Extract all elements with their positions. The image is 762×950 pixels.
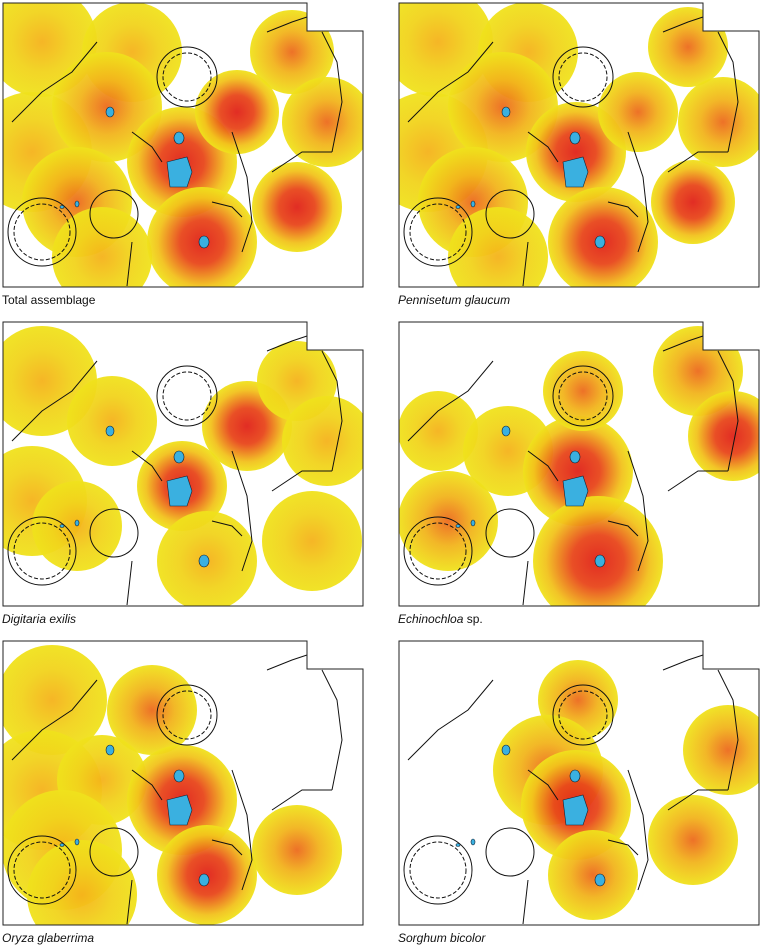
frame xyxy=(398,2,760,288)
heat-blob xyxy=(399,471,498,571)
heat-blob xyxy=(195,70,279,154)
caption-text: Digitaria exilis xyxy=(2,612,77,626)
heat-blob xyxy=(252,162,342,252)
caption-text: Total assemblage xyxy=(2,293,96,307)
frame xyxy=(2,321,364,607)
panel: Oryza glaberrima xyxy=(2,640,364,950)
heat-map xyxy=(398,2,760,288)
heat-blob xyxy=(598,72,678,152)
caption: Sorghum bicolor xyxy=(398,931,760,945)
features xyxy=(455,106,606,249)
caption-text: Sorghum bicolor xyxy=(398,931,486,945)
site-plan xyxy=(403,16,739,287)
caption: Total assemblage xyxy=(2,293,364,307)
caption: Pennisetum glaucum xyxy=(398,293,760,307)
caption-text: Pennisetum glaucum xyxy=(398,293,511,307)
heat-blob xyxy=(543,351,623,431)
heat-blob xyxy=(678,77,759,167)
caption-text: sp. xyxy=(463,612,483,626)
frame xyxy=(2,2,364,288)
heat-blob xyxy=(548,830,638,920)
heat-map xyxy=(2,2,364,288)
heat-blob xyxy=(282,77,363,167)
site-plan xyxy=(7,654,343,925)
heat-blob xyxy=(262,491,362,591)
frame xyxy=(398,640,760,926)
heat-blob xyxy=(67,376,157,466)
panel: Sorghum bicolor xyxy=(398,640,760,950)
caption: Oryza glaberrima xyxy=(2,931,364,945)
heat-blob xyxy=(27,840,137,925)
features xyxy=(59,425,210,568)
heat-blob xyxy=(683,705,759,795)
features xyxy=(455,744,606,887)
features xyxy=(59,744,210,887)
caption-text: Echinochloa xyxy=(398,612,464,626)
panel: Pennisetum glaucum xyxy=(398,2,760,312)
heat-map xyxy=(398,321,760,607)
heat-blob xyxy=(282,396,363,486)
panel: Echinochloa sp. xyxy=(398,321,760,631)
caption: Echinochloa sp. xyxy=(398,612,760,626)
site-plan xyxy=(7,335,343,606)
heat-blob xyxy=(688,391,759,481)
frame xyxy=(398,321,760,607)
panel: Total assemblage xyxy=(2,2,364,312)
heat-blob xyxy=(651,160,735,244)
heat-blob xyxy=(399,391,478,471)
site-plan xyxy=(403,335,739,606)
caption: Digitaria exilis xyxy=(2,612,364,626)
heat-map xyxy=(2,640,364,926)
panel: Digitaria exilis xyxy=(2,321,364,631)
features xyxy=(455,425,606,568)
frame xyxy=(2,640,364,926)
heat-blob xyxy=(252,805,342,895)
features xyxy=(59,106,210,249)
site-plan xyxy=(403,654,739,925)
caption-text: Oryza glaberrima xyxy=(2,931,95,945)
site-plan xyxy=(7,16,343,287)
heat-map xyxy=(398,640,760,926)
heat-blob xyxy=(648,795,738,885)
heat-blob xyxy=(648,7,728,87)
heat-map xyxy=(2,321,364,607)
heat-blob xyxy=(3,645,107,755)
